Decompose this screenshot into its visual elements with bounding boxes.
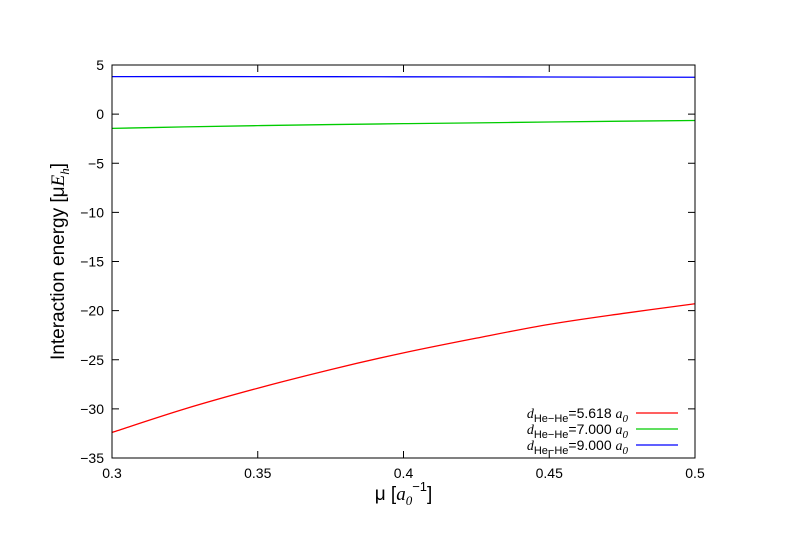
x-tick-label: 0.3 [102, 465, 122, 481]
series-line-3 [111, 75, 696, 78]
y-tick-label: 5 [96, 57, 104, 73]
legend-label-1: dHe−He=5.618 a0 [527, 405, 629, 425]
x-tick-label: 0.4 [394, 465, 414, 481]
y-axis-title: Interaction energy [μEh] [48, 163, 72, 360]
series-line-1 [111, 303, 696, 434]
legend-label-3: dHe−He=9.000 a0 [527, 437, 629, 457]
x-tick-label: 0.5 [685, 465, 705, 481]
y-tick-label: −5 [88, 155, 104, 171]
series-line-2 [111, 119, 696, 130]
series-layer [111, 75, 696, 434]
y-tick-label: −30 [80, 401, 104, 417]
x-tick-label: 0.45 [536, 465, 563, 481]
x-axis-title: μ [a0−1] [375, 479, 433, 508]
y-tick-label: −10 [80, 204, 104, 220]
y-tick-label: 0 [96, 106, 104, 122]
y-tick-label: −25 [80, 352, 104, 368]
legend-label-2: dHe−He=7.000 a0 [527, 421, 629, 441]
y-tick-label: −20 [80, 303, 104, 319]
y-tick-label: −35 [80, 450, 104, 466]
y-tick-label: −15 [80, 254, 104, 270]
ticks-layer: 0.3 0.35 0.4 0.45 0.5 5 0 −5 −10 −15 −20 −25 −30 −35 [80, 57, 705, 481]
x-tick-label: 0.35 [244, 465, 271, 481]
